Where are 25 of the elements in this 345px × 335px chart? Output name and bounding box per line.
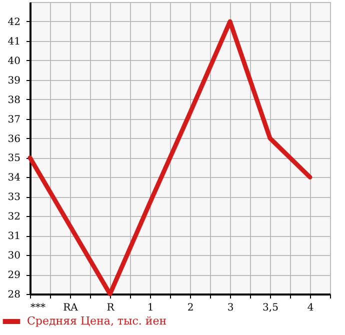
y-tick-label: 41 (8, 36, 20, 48)
y-tick-label: 33 (8, 192, 20, 204)
x-tick-label: 3 (227, 302, 234, 314)
legend-label: Средняя Цена, тыс. йен (27, 314, 167, 328)
y-tick-label: 36 (8, 134, 20, 145)
y-tick-label: 29 (8, 270, 20, 282)
x-tick-label: 2 (187, 302, 194, 314)
y-tick-label: 38 (8, 94, 20, 106)
y-tick-label: 42 (8, 16, 20, 28)
x-tick-label: *** (30, 302, 46, 314)
x-tick-label: 3,5 (262, 302, 278, 314)
y-tick-label: 28 (8, 290, 20, 300)
y-tick-label: 31 (8, 231, 20, 242)
y-tick-label: 30 (8, 250, 20, 262)
x-tick-label: 1 (147, 302, 154, 314)
y-tick-label: 32 (8, 212, 20, 223)
x-tick-label: RA (63, 302, 79, 314)
line-series (28, 19, 312, 296)
x-tick-label: 4 (307, 302, 314, 314)
x-tick-label: R (106, 302, 115, 314)
y-tick-label: 35 (8, 153, 20, 164)
y-tick-label: 40 (8, 56, 20, 67)
y-tick-label: 37 (8, 114, 20, 126)
y-tick-label: 39 (8, 75, 20, 86)
y-tick-label: 34 (8, 172, 20, 184)
